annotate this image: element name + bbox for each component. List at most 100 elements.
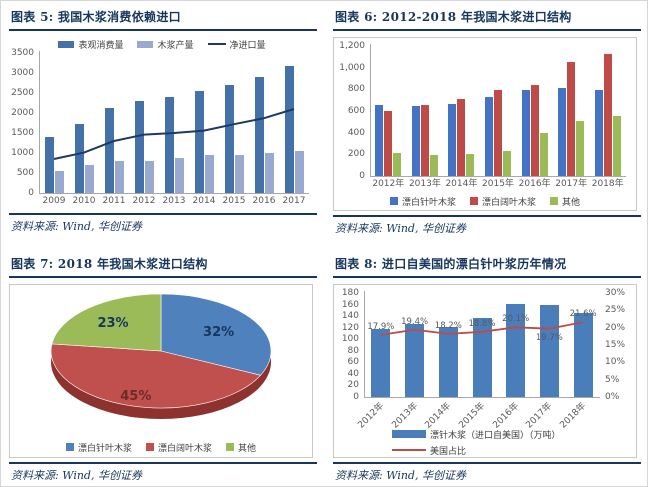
legend-label: 漂白针叶木浆 bbox=[401, 197, 456, 208]
figure-6-source: 资料来源: Wind, 华创证券 bbox=[335, 222, 466, 235]
bar-segment bbox=[384, 110, 393, 176]
legend-line-swatch bbox=[392, 449, 426, 451]
legend-label: 木浆产量 bbox=[157, 40, 194, 51]
y-axis-tick-label: 3500 bbox=[11, 48, 34, 58]
legend-label: 净进口量 bbox=[229, 40, 266, 51]
bar-segment bbox=[114, 161, 124, 193]
bar-segment bbox=[54, 170, 64, 193]
y2-axis-tick-label: 15% bbox=[605, 340, 626, 350]
svg-text:23%: 23% bbox=[97, 316, 128, 331]
line-data-label: 19.4% bbox=[401, 316, 429, 327]
bar-segment bbox=[74, 123, 84, 193]
figure-5-panel: 图表 5: 我国木浆消费依赖进口 0 500 1000 1500 2000 2500 300… bbox=[9, 6, 317, 234]
bar-segment bbox=[558, 87, 567, 176]
legend-item: 漂针木浆（进口自美国）（万吨） bbox=[392, 428, 561, 441]
bar-segment bbox=[521, 89, 530, 176]
y-axis-tick-label: 0 bbox=[353, 392, 359, 402]
x-axis-line bbox=[39, 193, 309, 194]
y2-axis-tick-label: 10% bbox=[605, 357, 626, 368]
bar-segment bbox=[375, 105, 384, 176]
bar-segment bbox=[429, 155, 438, 176]
bar-segment bbox=[393, 153, 402, 177]
y2-axis-tick-label: 30% bbox=[605, 288, 626, 298]
legend-item: 漂白阔叶木浆 bbox=[469, 195, 536, 208]
bar-segment bbox=[594, 90, 603, 176]
x-axis-tick-label: 2011 bbox=[102, 196, 126, 206]
line-data-label: 19.7% bbox=[535, 332, 563, 343]
legend-label: 漂白针叶木浆 bbox=[77, 443, 132, 454]
legend-swatch-icon bbox=[226, 443, 234, 451]
x-axis-tick-label: 2012年 bbox=[372, 179, 405, 189]
bar-segment bbox=[371, 328, 391, 397]
x-axis-tick-label: 2014 bbox=[192, 196, 216, 206]
bar-segment bbox=[204, 155, 214, 193]
legend-swatch-icon bbox=[389, 197, 398, 205]
y-axis-tick-label: 120 bbox=[341, 322, 359, 333]
legend-label: 表观消费量 bbox=[78, 40, 124, 51]
legend-label: 漂针木浆（进口自美国）（万吨） bbox=[430, 430, 561, 441]
x-axis-tick-label: 2016年 bbox=[518, 179, 551, 189]
bar-segment bbox=[494, 90, 502, 176]
y-axis-tick-label: 160 bbox=[341, 299, 359, 310]
chart-legend: 表观消费量 木浆产量 净进口量 bbox=[9, 37, 315, 51]
figure-7-chart: 32% 45% 23% 漂白针叶木浆 漂白阔叶木浆 其他 bbox=[9, 284, 313, 458]
legend-item: 漂白针叶木浆 bbox=[65, 441, 132, 454]
bar-segment bbox=[224, 85, 234, 193]
y2-axis-tick-label: 5% bbox=[605, 374, 620, 385]
bar-segment bbox=[472, 317, 492, 397]
bar-segment bbox=[134, 101, 144, 193]
y-axis-line bbox=[364, 291, 365, 397]
bar-segment bbox=[539, 132, 548, 176]
legend-item: 表观消费量 bbox=[58, 38, 123, 51]
bar-segment bbox=[485, 96, 493, 176]
figure-6-chart: 0 200 400 600 800 1,000 1,200 2012年 2013年 2014年 20… bbox=[333, 37, 637, 211]
legend-swatch-icon bbox=[137, 40, 154, 48]
bar-segment bbox=[294, 151, 304, 193]
bar-segment bbox=[448, 104, 457, 176]
figure-8-source: 资料来源: Wind, 华创证券 bbox=[335, 469, 466, 482]
legend-label: 漂白阔叶木浆 bbox=[157, 443, 212, 454]
y-axis-tick-label: 200 bbox=[347, 149, 365, 160]
x-axis-line bbox=[364, 397, 600, 398]
y2-axis-tick-label: 25% bbox=[605, 305, 626, 316]
chart-legend: 漂白针叶木浆 漂白阔叶木浆 其他 bbox=[334, 192, 636, 210]
figure-7-source: 资料来源: Wind, 华创证券 bbox=[11, 469, 142, 482]
y-axis-tick-label: 40 bbox=[347, 368, 359, 379]
bar-segment bbox=[503, 150, 511, 176]
y-axis-line bbox=[39, 51, 40, 193]
bar-segment bbox=[438, 326, 458, 397]
y-axis-tick-label: 400 bbox=[347, 127, 365, 138]
bar-segment bbox=[44, 137, 54, 193]
y-axis-tick-label: 0 bbox=[28, 188, 34, 198]
figure-8-title: 图表 8: 进口自美国的漂白针叶浆历年情况 bbox=[333, 253, 641, 278]
figure-8-rule bbox=[333, 462, 641, 464]
legend-item: 净进口量 bbox=[207, 38, 266, 51]
line-data-label: 17.9% bbox=[367, 321, 395, 332]
bar-segment bbox=[144, 161, 154, 193]
figure-7-rule bbox=[9, 462, 317, 464]
figure-6-rule bbox=[333, 215, 641, 217]
y-axis-tick-label: 1000 bbox=[11, 148, 34, 158]
chart-legend: 漂针木浆（进口自美国）（万吨） 美国占比 bbox=[334, 427, 636, 457]
y-axis-tick-label: 600 bbox=[347, 106, 365, 116]
figure-5-title: 图表 5: 我国木浆消费依赖进口 bbox=[9, 6, 317, 31]
bar-segment bbox=[405, 323, 425, 397]
x-axis-tick-label: 2016 bbox=[252, 196, 276, 206]
x-axis-tick-label: 2013 bbox=[162, 196, 186, 206]
y-axis-tick-label: 3000 bbox=[11, 68, 34, 78]
x-axis-tick-label: 2012 bbox=[132, 196, 156, 206]
legend-swatch-icon bbox=[550, 197, 558, 205]
legend-item: 美国占比 bbox=[392, 444, 466, 457]
pie-chart-svg: 32% 45% 23% bbox=[50, 293, 272, 419]
bar-segment bbox=[264, 153, 274, 193]
chart-legend: 漂白针叶木浆 漂白阔叶木浆 其他 bbox=[10, 437, 312, 457]
legend-swatch-icon bbox=[392, 430, 426, 438]
y-axis-line bbox=[370, 44, 371, 176]
figure-8-chart: 0 20 40 60 80 100 120 140 160 180 0% 5% 10% 15% 20% 25%… bbox=[333, 284, 637, 458]
x-axis-tick-label: 2018年 bbox=[591, 179, 624, 189]
bar-segment bbox=[539, 305, 559, 397]
y-axis-tick-label: 1500 bbox=[11, 128, 34, 138]
figure-5-chart: 0 500 1000 1500 2000 2500 3000 3500 2009 2010 2011… bbox=[9, 37, 315, 209]
svg-text:45%: 45% bbox=[120, 389, 151, 404]
legend-item: 其他 bbox=[550, 195, 580, 208]
